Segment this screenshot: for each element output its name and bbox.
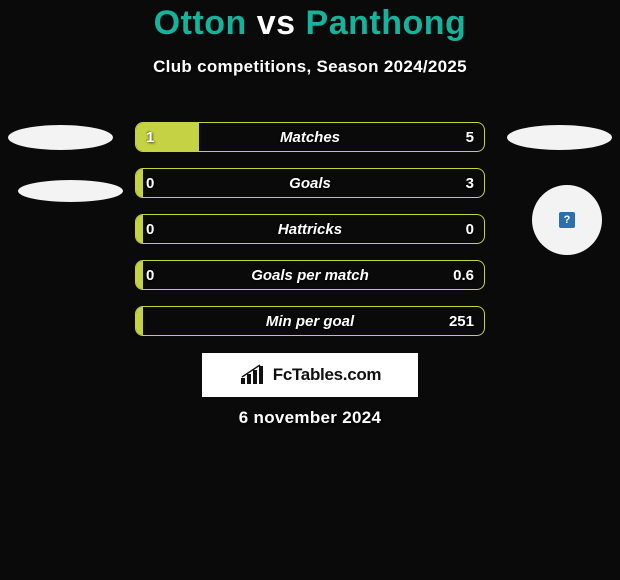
stat-label: Matches	[136, 123, 484, 151]
stat-right-value: 0.6	[453, 261, 474, 289]
page-title: Otton vs Panthong	[0, 4, 620, 43]
avatar-left-ellipse-1	[8, 125, 113, 150]
stat-row: 1Matches5	[135, 122, 485, 152]
player-b-name: Panthong	[306, 4, 467, 42]
brand-link[interactable]: FcTables.com	[202, 353, 418, 397]
stat-label: Goals per match	[136, 261, 484, 289]
stat-row: 0Goals per match0.6	[135, 260, 485, 290]
missing-image-icon: ?	[559, 212, 575, 228]
versus-label: vs	[257, 4, 296, 42]
stat-label: Goals	[136, 169, 484, 197]
subtitle: Club competitions, Season 2024/2025	[0, 57, 620, 77]
stat-right-value: 5	[466, 123, 474, 151]
stat-row: 0Goals3	[135, 168, 485, 198]
stat-row: 0Hattricks0	[135, 214, 485, 244]
stat-row: Min per goal251	[135, 306, 485, 336]
avatar-right-circle: ?	[532, 185, 602, 255]
stat-right-value: 0	[466, 215, 474, 243]
player-a-name: Otton	[154, 4, 247, 42]
stat-right-value: 251	[449, 307, 474, 335]
footer-date: 6 november 2024	[0, 408, 620, 428]
avatar-left-ellipse-2	[18, 180, 123, 202]
brand-text: FcTables.com	[273, 365, 382, 385]
comparison-widget: Otton vs Panthong Club competitions, Sea…	[0, 0, 620, 580]
brand-bars-icon	[239, 364, 267, 386]
stat-right-value: 3	[466, 169, 474, 197]
stat-label: Min per goal	[136, 307, 484, 335]
stat-bars: 1Matches50Goals30Hattricks00Goals per ma…	[135, 122, 485, 352]
stat-label: Hattricks	[136, 215, 484, 243]
avatar-right-ellipse-1	[507, 125, 612, 150]
